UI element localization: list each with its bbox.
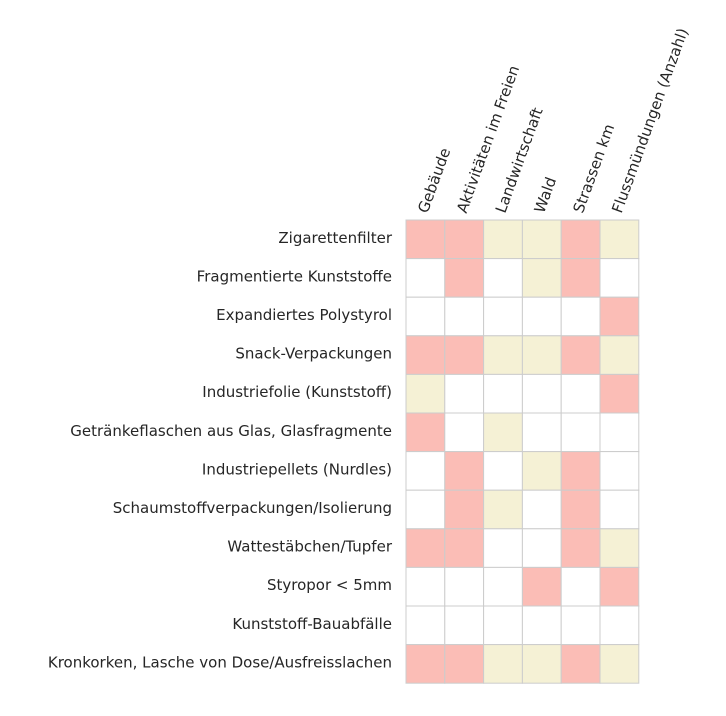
heatmap-cell-r7-c2	[483, 489, 523, 530]
heatmap-cell-r1-c1	[444, 258, 485, 298]
heatmap-cell-r9-c3	[521, 566, 562, 607]
heatmap-cell-r4-c1	[444, 373, 485, 414]
column-label: Gebäude	[414, 145, 454, 215]
heatmap-cell-r7-c1	[444, 489, 485, 530]
heatmap-cell-r3-c5	[599, 335, 640, 375]
heatmap-cell-r9-c2	[483, 566, 523, 607]
heatmap-cell-r1-c2	[483, 258, 523, 298]
row-label: Kunststoff-Bauabfälle	[232, 615, 392, 633]
heatmap-cell-r5-c1	[444, 412, 485, 453]
heatmap-cell-r8-c3	[521, 528, 562, 568]
row-label: Zigarettenfilter	[278, 229, 392, 247]
column-label: Flussmündungen (Anzahl)	[608, 26, 692, 216]
heatmap-cell-r2-c1	[444, 296, 485, 337]
heatmap-cell-r0-c5	[599, 219, 640, 260]
heatmap-cell-r1-c4	[560, 258, 601, 298]
heatmap-cell-r8-c4	[560, 528, 601, 568]
heatmap-cell-r9-c1	[444, 566, 485, 607]
column-label: Wald	[531, 175, 560, 216]
heatmap-cell-r0-c4	[560, 219, 601, 260]
heatmap-cell-r6-c4	[560, 451, 601, 491]
heatmap-cell-r4-c4	[560, 373, 601, 414]
heatmap-cell-r11-c4	[560, 644, 601, 684]
heatmap-cell-r9-c5	[599, 566, 640, 607]
heatmap-cell-r6-c1	[444, 451, 485, 491]
row-label: Fragmentierte Kunststoffe	[197, 267, 392, 285]
heatmap-cell-r0-c3	[521, 219, 562, 260]
row-label: Styropor < 5mm	[267, 576, 392, 594]
heatmap-cell-r4-c0	[405, 373, 446, 414]
heatmap-cell-r5-c4	[560, 412, 601, 453]
heatmap-cell-r0-c2	[483, 219, 523, 260]
heatmap-cell-r6-c2	[483, 451, 523, 491]
cells-layer	[405, 219, 640, 684]
heatmap-cell-r10-c0	[405, 605, 446, 646]
heatmap-cell-r11-c2	[483, 644, 523, 684]
heatmap-cell-r2-c2	[483, 296, 523, 337]
row-label: Kronkorken, Lasche von Dose/Ausfreisslac…	[48, 653, 392, 671]
heatmap-cell-r0-c0	[405, 219, 446, 260]
heatmap-cell-r6-c0	[405, 451, 446, 491]
heatmap-cell-r7-c0	[405, 489, 446, 530]
heatmap-cell-r8-c2	[483, 528, 523, 568]
row-labels-layer: Zigarettenfilter Fragmentierte Kunststoff…	[48, 229, 393, 672]
heatmap-cell-r3-c3	[521, 335, 562, 375]
heatmap-cell-r3-c2	[483, 335, 523, 375]
heatmap-cell-r3-c0	[405, 335, 446, 375]
row-label: Expandiertes Polystyrol	[216, 306, 392, 324]
row-label: Getränkeflaschen aus Glas, Glasfragmente	[70, 422, 392, 440]
heatmap-cell-r10-c5	[599, 605, 640, 646]
heatmap-cell-r9-c4	[560, 566, 601, 607]
heatmap-cell-r1-c3	[521, 258, 562, 298]
heatmap-cell-r2-c3	[521, 296, 562, 337]
heatmap-cell-r3-c1	[444, 335, 485, 375]
heatmap-cell-r4-c2	[483, 373, 523, 414]
heatmap-cell-r8-c1	[444, 528, 485, 568]
heatmap-cell-r4-c5	[599, 373, 640, 414]
heatmap-cell-r11-c5	[599, 644, 640, 684]
heatmap-cell-r2-c5	[599, 296, 640, 337]
heatmap-cell-r9-c0	[405, 566, 446, 607]
heatmap-cell-r5-c2	[483, 412, 523, 453]
heatmap-cell-r5-c5	[599, 412, 640, 453]
heatmap-cell-r10-c3	[521, 605, 562, 646]
heatmap-cell-r10-c4	[560, 605, 601, 646]
row-label: Industriepellets (Nurdles)	[202, 460, 392, 478]
heatmap-cell-r8-c5	[599, 528, 640, 568]
heatmap-cell-r6-c3	[521, 451, 562, 491]
heatmap-cell-r7-c4	[560, 489, 601, 530]
heatmap-cell-r2-c4	[560, 296, 601, 337]
row-label: Schaumstoffverpackungen/Isolierung	[113, 499, 392, 517]
heatmap-cell-r5-c3	[521, 412, 562, 453]
heatmap-cell-r5-c0	[405, 412, 446, 453]
heatmap-cell-r6-c5	[599, 451, 640, 491]
heatmap-cell-r10-c2	[483, 605, 523, 646]
heatmap-cell-r10-c1	[444, 605, 485, 646]
heatmap-cell-r1-c5	[599, 258, 640, 298]
heatmap-cell-r11-c0	[405, 644, 446, 684]
row-label: Wattestäbchen/Tupfer	[227, 538, 392, 556]
heatmap-cell-r7-c3	[521, 489, 562, 530]
heatmap-cell-r4-c3	[521, 373, 562, 414]
heatmap-cell-r2-c0	[405, 296, 446, 337]
row-label: Snack-Verpackungen	[235, 345, 392, 363]
heatmap-cell-r3-c4	[560, 335, 601, 375]
heatmap-cell-r8-c0	[405, 528, 446, 568]
heatmap-cell-r0-c1	[444, 219, 485, 260]
heatmap-cell-r1-c0	[405, 258, 446, 298]
heatmap-cell-r11-c3	[521, 644, 562, 684]
row-label: Industriefolie (Kunststoff)	[202, 383, 392, 401]
heatmap-cell-r7-c5	[599, 489, 640, 530]
heatmap-cell-r11-c1	[444, 644, 485, 684]
